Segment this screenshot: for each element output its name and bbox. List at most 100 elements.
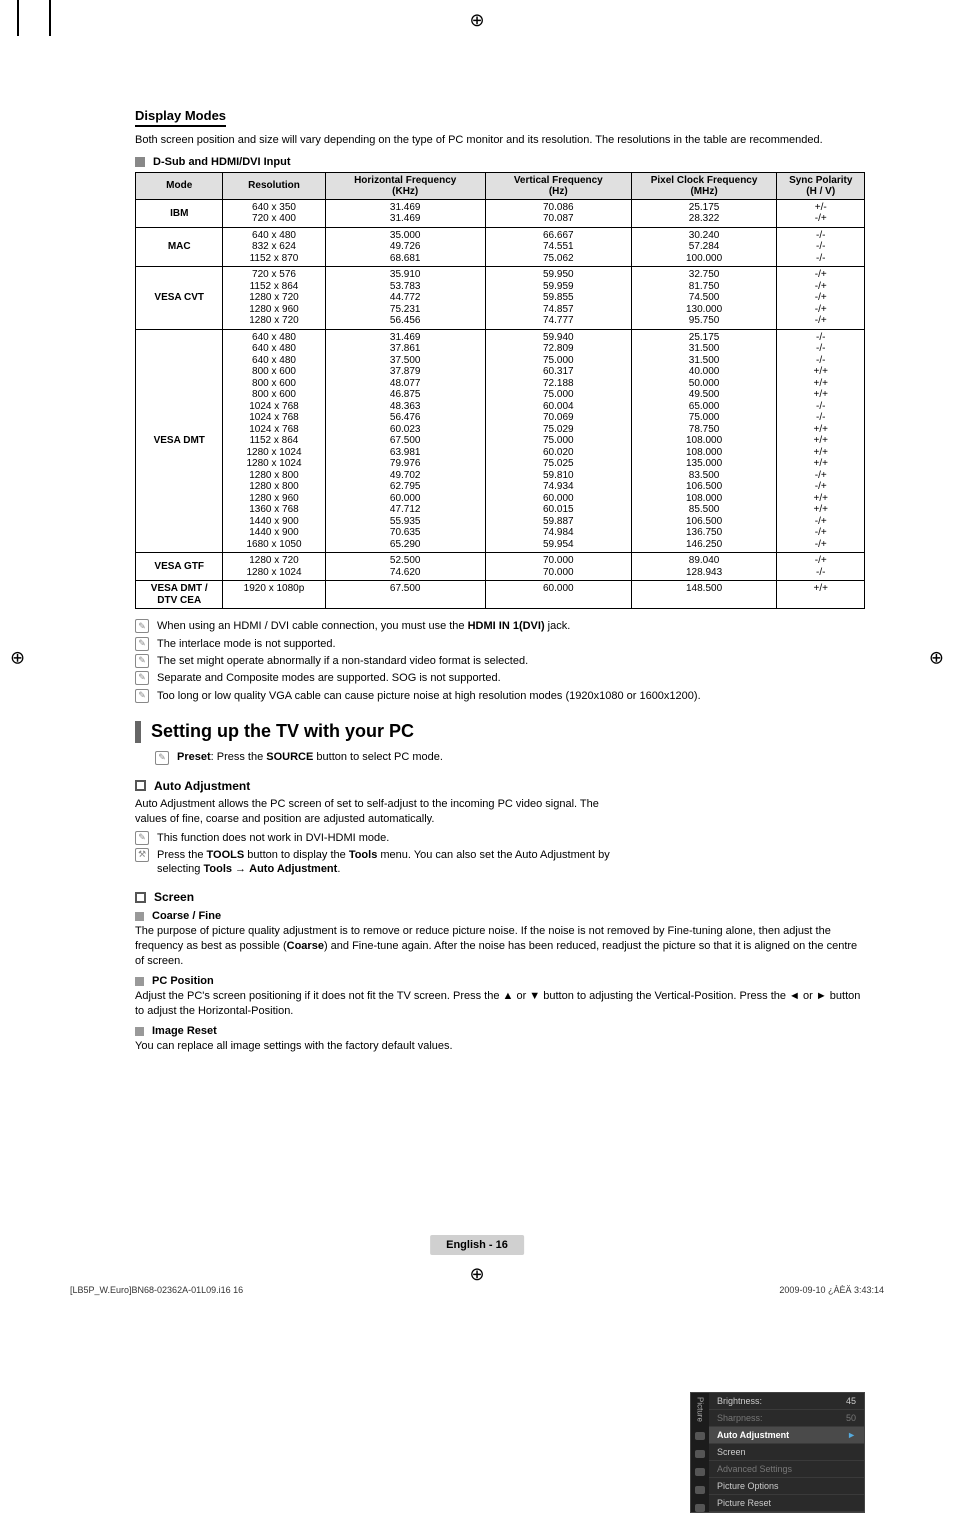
table-header: Vertical Frequency(Hz)	[485, 172, 631, 199]
note-icon: ✎	[135, 671, 149, 685]
crop-mark	[49, 0, 51, 36]
table-cell: VESA DMT / DTV CEA	[136, 581, 223, 609]
page-number: English - 16	[430, 1235, 524, 1255]
note-text: The set might operate abnormally if a no…	[157, 654, 528, 668]
note-row: ✎ The interlace mode is not supported.	[135, 637, 865, 651]
table-cell: VESA CVT	[136, 267, 223, 330]
t: Press the	[157, 849, 207, 861]
osd-side-icon	[695, 1504, 705, 1512]
t: TOOLS	[207, 849, 245, 861]
osd-menu-item: Auto Adjustment►	[709, 1427, 864, 1444]
table-cell: 52.50074.620	[325, 553, 485, 581]
notes-list: ✎ When using an HDMI / DVI cable connecti…	[135, 619, 865, 702]
auto-adj-note-1-text: This function does not work in DVI-HDMI …	[157, 831, 389, 845]
footer-meta-right: 2009-09-10 ¿ÀÈÄ 3:43:14	[779, 1285, 884, 1295]
table-cell: 59.94072.80975.00060.31772.18875.00060.0…	[485, 329, 631, 553]
note-icon: ✎	[135, 654, 149, 668]
osd-side-icon	[695, 1432, 705, 1440]
preset-bold: Preset	[177, 751, 211, 763]
osd-label: Screen	[717, 1447, 746, 1457]
table-cell: 30.24057.284100.000	[631, 227, 777, 267]
auto-adj-note-1: ✎ This function does not work in DVI-HDM…	[135, 831, 620, 845]
table-row: VESA GTF1280 x 7201280 x 102452.50074.62…	[136, 553, 865, 581]
table-cell: 60.000	[485, 581, 631, 609]
osd-side-icon	[695, 1450, 705, 1458]
pc-position-text: Adjust the PC's screen positioning if it…	[135, 989, 865, 1019]
note-text: Separate and Composite modes are support…	[157, 671, 501, 685]
osd-side-label: Picture	[696, 1397, 705, 1422]
table-cell: 25.17528.322	[631, 199, 777, 227]
auto-adj-note-2-text: Press the TOOLS button to display the To…	[157, 848, 620, 877]
square-bullet-icon	[135, 1027, 144, 1036]
coarse-fine-title: Coarse / Fine	[152, 910, 221, 922]
osd-label: Picture Options	[717, 1481, 779, 1491]
preset-text: Preset: Press the SOURCE button to selec…	[177, 751, 443, 765]
table-cell: 640 x 480640 x 480640 x 480800 x 600800 …	[223, 329, 325, 553]
note-text: When using an HDMI / DVI cable connectio…	[157, 619, 570, 633]
note-icon: ✎	[155, 751, 169, 765]
osd-preview: Picture Brightness: 45 Sharpness:50Auto Ad…	[690, 1392, 865, 1513]
note-text: Too long or low quality VGA cable can ca…	[157, 689, 701, 703]
section-heading-row: Setting up the TV with your PC	[135, 721, 865, 743]
table-row: VESA DMT640 x 480640 x 480640 x 480800 x…	[136, 329, 865, 553]
note-icon: ✎	[135, 637, 149, 651]
section-heading: Setting up the TV with your PC	[151, 721, 414, 742]
t: .	[337, 863, 340, 875]
t: Coarse	[287, 940, 324, 952]
osd-value: 45	[846, 1396, 856, 1406]
image-reset-text: You can replace all image settings with …	[135, 1039, 865, 1054]
table-cell: 640 x 480832 x 6241152 x 870	[223, 227, 325, 267]
preset-source: SOURCE	[266, 751, 313, 763]
table-row: MAC640 x 480832 x 6241152 x 87035.00049.…	[136, 227, 865, 267]
osd-label: Brightness:	[717, 1396, 762, 1406]
osd-menu-item: Brightness: 45	[709, 1393, 864, 1410]
pc-position-row: PC Position	[135, 975, 865, 987]
osd-label: Picture Reset	[717, 1498, 771, 1508]
preset-mid: : Press the	[211, 751, 267, 763]
osd-sidebar: Picture	[691, 1393, 709, 1512]
note-text: The interlace mode is not supported.	[157, 637, 336, 651]
footer-meta-left: [LB5P_W.Euro]BN68-02362A-01L09.i16 16	[70, 1285, 243, 1295]
osd-side-icon	[695, 1468, 705, 1476]
note-row: ✎When using an HDMI / DVI cable connecti…	[135, 619, 865, 633]
table-cell: 31.46937.86137.50037.87948.07746.87548.3…	[325, 329, 485, 553]
osd-value: ►	[847, 1430, 856, 1440]
preset-note: ✎ Preset: Press the SOURCE button to sel…	[155, 751, 865, 765]
note-row: ✎ Separate and Composite modes are suppor…	[135, 671, 865, 685]
square-bullet-icon	[135, 977, 144, 986]
osd-menu-item: Advanced Settings	[709, 1461, 864, 1478]
t: Tools	[203, 863, 232, 875]
preset-post: button to select PC mode.	[313, 751, 443, 763]
table-cell: 31.46931.469	[325, 199, 485, 227]
osd-label: Advanced Settings	[717, 1464, 792, 1474]
table-cell: 640 x 350720 x 400	[223, 199, 325, 227]
open-square-icon	[135, 780, 146, 791]
auto-adjustment-heading-row: Auto Adjustment	[135, 779, 865, 793]
table-header: Pixel Clock Frequency(MHz)	[631, 172, 777, 199]
osd-side-icon	[695, 1486, 705, 1494]
osd-value: 50	[846, 1413, 856, 1423]
osd-menu-item: Picture Reset	[709, 1495, 864, 1512]
auto-adjustment-heading: Auto Adjustment	[154, 779, 250, 793]
display-modes-heading: Display Modes	[135, 108, 226, 127]
note-row: ✎ The set might operate abnormally if a n…	[135, 654, 865, 668]
square-bullet-icon	[135, 912, 144, 921]
t: →	[232, 863, 249, 875]
table-cell: 1280 x 7201280 x 1024	[223, 553, 325, 581]
tools-icon: ⚒	[135, 848, 149, 862]
table-row: VESA DMT / DTV CEA1920 x 1080p67.50060.0…	[136, 581, 865, 609]
section-bar-icon	[135, 721, 141, 743]
input-type-row: D-Sub and HDMI/DVI Input	[135, 156, 865, 168]
square-bullet-icon	[135, 157, 145, 167]
table-cell: 70.08670.087	[485, 199, 631, 227]
table-cell: -/--/--/-	[777, 227, 865, 267]
table-header: Resolution	[223, 172, 325, 199]
table-cell: 89.040128.943	[631, 553, 777, 581]
t: button to display the	[244, 849, 349, 861]
register-mark-top-icon: ⊕	[469, 10, 484, 31]
display-modes-table: ModeResolutionHorizontal Frequency(KHz)V…	[135, 172, 865, 610]
osd-menu-item: Sharpness:50	[709, 1410, 864, 1427]
table-cell: 59.95059.95959.85574.85774.777	[485, 267, 631, 330]
open-square-icon	[135, 892, 146, 903]
table-cell: -/+-/+-/+-/+-/+	[777, 267, 865, 330]
